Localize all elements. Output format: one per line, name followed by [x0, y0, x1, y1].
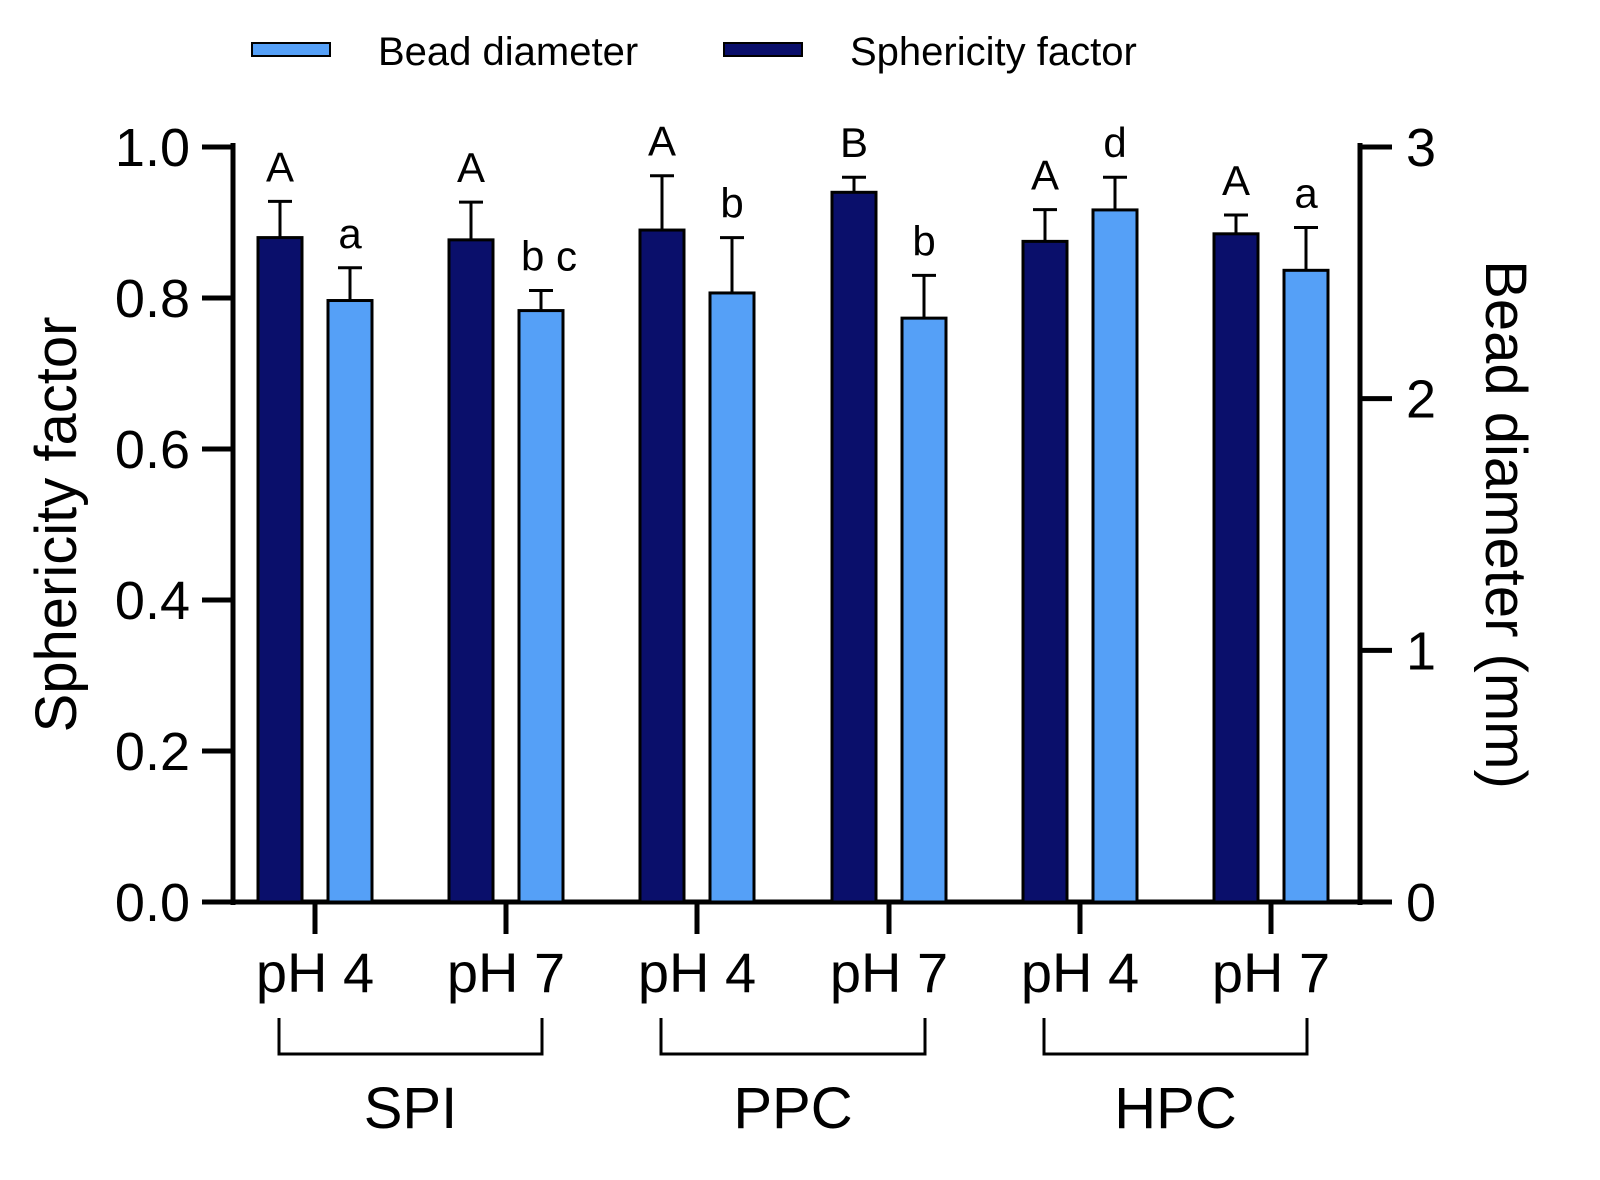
bar: [1091, 208, 1139, 904]
y-tick-label-left: 0.2: [115, 722, 190, 782]
y-tick-label-right: 2: [1406, 370, 1436, 430]
significance-letter: B: [840, 119, 868, 166]
legend-label: Sphericity factor: [850, 30, 1137, 74]
significance-letter: A: [1031, 152, 1059, 199]
y-tick-label-right: 3: [1406, 118, 1436, 178]
x-tick-label: pH 7: [1212, 941, 1330, 1004]
group-bracket: [1042, 1018, 1309, 1056]
significance-letter: b: [720, 180, 743, 227]
bar: [326, 299, 374, 904]
legend-swatch: [251, 42, 331, 57]
y-tick-label-left: 0.0: [115, 873, 190, 933]
x-tick-label: pH 4: [1021, 941, 1139, 1004]
bar: [1021, 239, 1069, 904]
y-axis-title-left: Sphericity factor: [24, 317, 89, 733]
significance-letter: A: [457, 144, 485, 191]
bar: [830, 190, 878, 904]
y-axis-title-right: Bead diameter (mm): [1473, 260, 1538, 789]
y-tick-label-right: 0: [1406, 873, 1436, 933]
bar: [447, 238, 495, 904]
significance-letter: b c: [521, 232, 577, 279]
significance-letter: a: [1294, 170, 1318, 217]
bar: [638, 228, 686, 904]
x-tick-label: pH 7: [830, 941, 948, 1004]
significance-letter: d: [1103, 119, 1126, 166]
bar: [708, 291, 756, 904]
significance-letter: b: [912, 217, 935, 264]
x-tick-label: pH 4: [256, 941, 374, 1004]
group-label: PPC: [733, 1076, 852, 1141]
y-tick-label-right: 1: [1406, 621, 1436, 681]
significance-letter: A: [1222, 157, 1250, 204]
bar: [1282, 268, 1330, 904]
legend-swatch: [723, 42, 803, 57]
bar: [1212, 232, 1260, 904]
group-label: HPC: [1114, 1076, 1236, 1141]
legend-label: Bead diameter: [378, 30, 638, 74]
bar: [256, 236, 304, 904]
group-label: SPI: [364, 1076, 458, 1141]
significance-letter: A: [266, 143, 294, 190]
y-tick-label-left: 1.0: [115, 118, 190, 178]
group-bracket: [659, 1018, 927, 1056]
y-tick-label-left: 0.4: [115, 571, 190, 631]
y-tick-label-left: 0.8: [115, 269, 190, 329]
bar: [517, 309, 565, 904]
group-bracket: [277, 1018, 544, 1056]
significance-letter: a: [338, 210, 362, 257]
significance-letter: A: [648, 118, 676, 165]
bar: [900, 316, 948, 904]
x-tick-label: pH 4: [638, 941, 756, 1004]
y-tick-label-left: 0.6: [115, 420, 190, 480]
x-tick-label: pH 7: [447, 941, 565, 1004]
